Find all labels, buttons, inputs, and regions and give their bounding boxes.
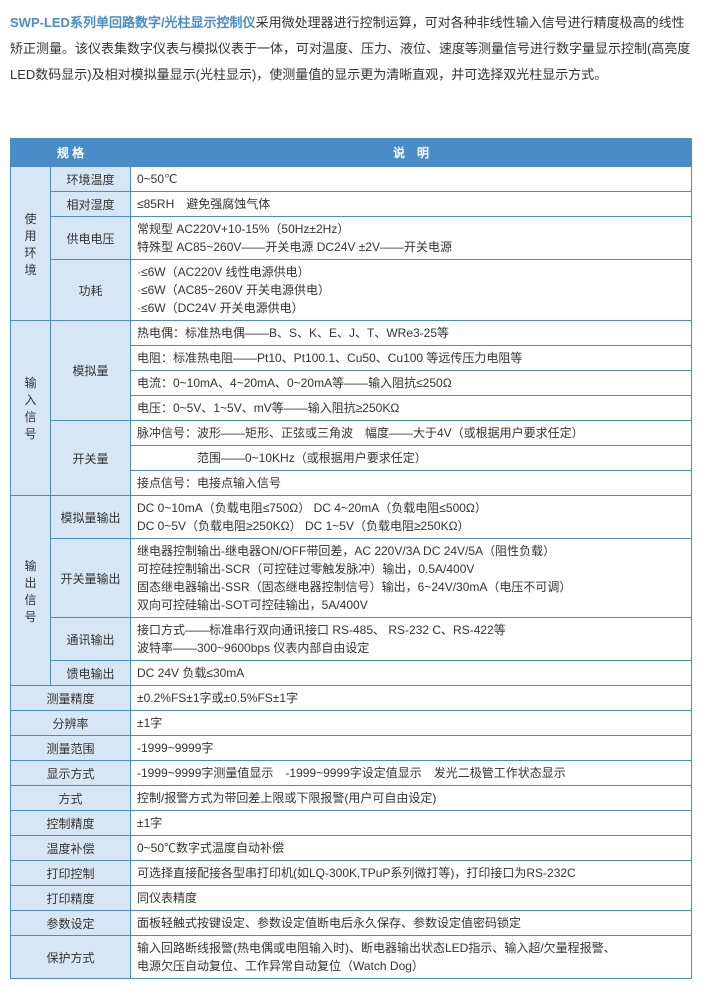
table-row: 使用环境环境温度0~50℃ xyxy=(11,167,692,192)
intro-paragraph: SWP-LED系列单回路数字/光柱显示控制仪采用微处理器进行控制运算，可对各种非… xyxy=(10,10,692,88)
table-row: 输出信号模拟量输出DC 0~10mA（负载电阻≤750Ω） DC 4~20mA（… xyxy=(11,496,692,539)
value-cell: 常规型 AC220V+10-15%（50Hz±2Hz）特殊型 AC85~260V… xyxy=(131,217,692,260)
table-row: 通讯输出接口方式——标准串行双向通讯接口 RS-485、 RS-232 C、RS… xyxy=(11,618,692,661)
subcategory-cell: 打印精度 xyxy=(11,886,131,911)
value-cell: DC 24V 负载≤30mA xyxy=(131,661,692,686)
table-row: 保护方式输入回路断线报警(热电偶或电阻输入时)、断电器输出状态LED指示、输入超… xyxy=(11,936,692,979)
value-cell: 0~50℃数字式温度自动补偿 xyxy=(131,836,692,861)
header-desc: 说 明 xyxy=(131,139,692,167)
subcategory-cell: 相对湿度 xyxy=(51,192,131,217)
table-row: 显示方式-1999~9999字测量值显示 -1999~9999字设定值显示 发光… xyxy=(11,761,692,786)
value-cell: 接点信号：电接点输入信号 xyxy=(131,471,692,496)
subcategory-cell: 控制精度 xyxy=(11,811,131,836)
table-row: 相对湿度≤85RH 避免强腐蚀气体 xyxy=(11,192,692,217)
category-cell: 输入信号 xyxy=(11,321,51,496)
value-cell: -1999~9999字测量值显示 -1999~9999字设定值显示 发光二极管工… xyxy=(131,761,692,786)
subcategory-cell: 通讯输出 xyxy=(51,618,131,661)
value-cell: 接口方式——标准串行双向通讯接口 RS-485、 RS-232 C、RS-422… xyxy=(131,618,692,661)
value-cell: ≤85RH 避免强腐蚀气体 xyxy=(131,192,692,217)
subcategory-cell: 供电电压 xyxy=(51,217,131,260)
value-cell: 同仪表精度 xyxy=(131,886,692,911)
table-row: 馈电输出DC 24V 负载≤30mA xyxy=(11,661,692,686)
value-cell: ·≤6W（AC220V 线性电源供电）·≤6W（AC85~260V 开关电源供电… xyxy=(131,260,692,321)
category-cell: 输出信号 xyxy=(11,496,51,686)
table-row: 打印精度同仪表精度 xyxy=(11,886,692,911)
table-row: 测量精度±0.2%FS±1字或±0.5%FS±1字 xyxy=(11,686,692,711)
subcategory-cell: 测量精度 xyxy=(11,686,131,711)
value-cell: -1999~9999字 xyxy=(131,736,692,761)
value-cell: 电阻：标准热电阻——Pt10、Pt100.1、Cu50、Cu100 等远传压力电… xyxy=(131,346,692,371)
value-cell: 脉冲信号：波形——矩形、正弦或三角波 幅度——大于4V（或根据用户要求任定） xyxy=(131,421,692,446)
subcategory-cell: 模拟量 xyxy=(51,321,131,421)
table-row: 温度补偿0~50℃数字式温度自动补偿 xyxy=(11,836,692,861)
table-row: 分辨率±1字 xyxy=(11,711,692,736)
category-cell: 使用环境 xyxy=(11,167,51,321)
table-row: 输入信号模拟量热电偶：标准热电偶——B、S、K、E、J、T、WRe3-25等 xyxy=(11,321,692,346)
table-row: 控制精度±1字 xyxy=(11,811,692,836)
value-cell: 范围——0~10KHz（或根据用户要求任定） xyxy=(131,446,692,471)
subcategory-cell: 模拟量输出 xyxy=(51,496,131,539)
header-spec: 规 格 xyxy=(11,139,131,167)
value-cell: 电流：0~10mA、4~20mA、0~20mA等——输入阻抗≤250Ω xyxy=(131,371,692,396)
value-cell: 热电偶：标准热电偶——B、S、K、E、J、T、WRe3-25等 xyxy=(131,321,692,346)
subcategory-cell: 测量范围 xyxy=(11,736,131,761)
table-row: 打印控制可选择直接配接各型串打印机(如LQ-300K,TPuP系列微打等)，打印… xyxy=(11,861,692,886)
subcategory-cell: 功耗 xyxy=(51,260,131,321)
table-row: 测量范围-1999~9999字 xyxy=(11,736,692,761)
subcategory-cell: 开关量 xyxy=(51,421,131,496)
value-cell: 0~50℃ xyxy=(131,167,692,192)
subcategory-cell: 参数设定 xyxy=(11,911,131,936)
subcategory-cell: 温度补偿 xyxy=(11,836,131,861)
value-cell: ±0.2%FS±1字或±0.5%FS±1字 xyxy=(131,686,692,711)
subcategory-cell: 馈电输出 xyxy=(51,661,131,686)
subcategory-cell: 方式 xyxy=(11,786,131,811)
spec-table: 规 格 说 明 使用环境环境温度0~50℃相对湿度≤85RH 避免强腐蚀气体供电… xyxy=(10,138,692,979)
value-cell: ±1字 xyxy=(131,811,692,836)
subcategory-cell: 显示方式 xyxy=(11,761,131,786)
table-row: 开关量输出继电器控制输出-继电器ON/OFF带回差，AC 220V/3A DC … xyxy=(11,539,692,618)
value-cell: DC 0~10mA（负载电阻≤750Ω） DC 4~20mA（负载电阻≤500Ω… xyxy=(131,496,692,539)
table-row: 方式控制/报警方式为带回差上限或下限报警(用户可自由设定) xyxy=(11,786,692,811)
table-row: 开关量脉冲信号：波形——矩形、正弦或三角波 幅度——大于4V（或根据用户要求任定… xyxy=(11,421,692,446)
table-row: 参数设定面板轻触式按键设定、参数设定值断电后永久保存、参数设定值密码锁定 xyxy=(11,911,692,936)
table-row: 供电电压常规型 AC220V+10-15%（50Hz±2Hz）特殊型 AC85~… xyxy=(11,217,692,260)
subcategory-cell: 分辨率 xyxy=(11,711,131,736)
value-cell: ±1字 xyxy=(131,711,692,736)
subcategory-cell: 保护方式 xyxy=(11,936,131,979)
value-cell: 控制/报警方式为带回差上限或下限报警(用户可自由设定) xyxy=(131,786,692,811)
subcategory-cell: 打印控制 xyxy=(11,861,131,886)
subcategory-cell: 开关量输出 xyxy=(51,539,131,618)
value-cell: 面板轻触式按键设定、参数设定值断电后永久保存、参数设定值密码锁定 xyxy=(131,911,692,936)
value-cell: 电压：0~5V、1~5V、mV等——输入阻抗≥250KΩ xyxy=(131,396,692,421)
value-cell: 可选择直接配接各型串打印机(如LQ-300K,TPuP系列微打等)，打印接口为R… xyxy=(131,861,692,886)
value-cell: 继电器控制输出-继电器ON/OFF带回差，AC 220V/3A DC 24V/5… xyxy=(131,539,692,618)
subcategory-cell: 环境温度 xyxy=(51,167,131,192)
value-cell: 输入回路断线报警(热电偶或电阻输入时)、断电器输出状态LED指示、输入超/欠量程… xyxy=(131,936,692,979)
intro-highlight: SWP-LED系列单回路数字/光柱显示控制仪 xyxy=(10,15,256,30)
table-row: 功耗·≤6W（AC220V 线性电源供电）·≤6W（AC85~260V 开关电源… xyxy=(11,260,692,321)
